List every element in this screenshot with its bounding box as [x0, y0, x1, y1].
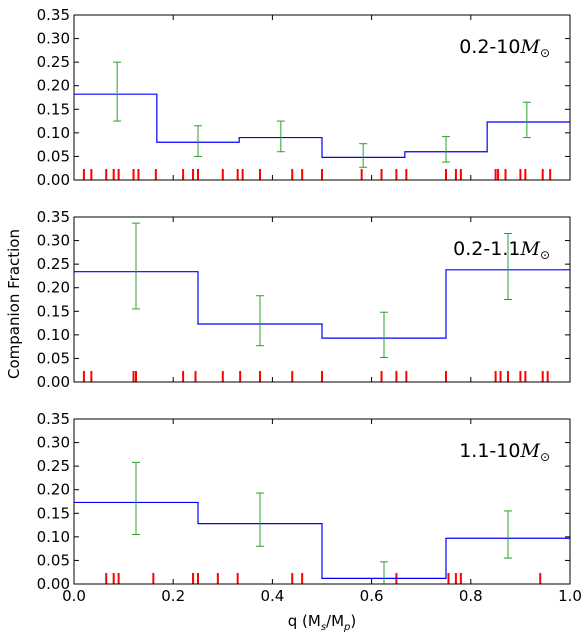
y-tick-label: 0.10: [37, 528, 70, 546]
x-tick-label: 0.4: [260, 587, 284, 605]
panel-mass-range-label: 1.1-10M⊙: [459, 440, 550, 464]
plot-frame: [73, 418, 571, 585]
y-tick-label: 0.20: [37, 481, 70, 499]
error-bar: [276, 120, 285, 153]
plot-frame: [73, 14, 571, 181]
panel-mass-range-label: 0.2-10M⊙: [459, 36, 550, 60]
y-tick-label: 0.35: [37, 410, 70, 428]
error-bar: [132, 461, 140, 535]
chart-panel-2: 0.00 0.05 0.10 0.15 0.20 0.25 0.30 0.35 0.2-1.1M…: [37, 208, 571, 391]
error-bar: [194, 125, 202, 157]
error-bar: [132, 222, 140, 310]
y-tick-label: 0.20: [37, 279, 70, 297]
y-tick-label: 0.30: [37, 434, 70, 452]
y-tick-label: 0.10: [37, 124, 70, 142]
x-tick-label: 1.0: [558, 587, 582, 605]
error-bar: [380, 561, 388, 585]
x-tick-label: 0.6: [360, 587, 384, 605]
x-tick-label: 0.8: [459, 587, 483, 605]
y-tick-label: 0.00: [37, 171, 70, 189]
error-bar: [504, 510, 512, 559]
y-tick-label: 0.30: [37, 232, 70, 250]
y-tick-label: 0.20: [37, 77, 70, 95]
plot-frame: [73, 216, 571, 383]
y-tick-label: 0.35: [37, 6, 70, 24]
y-axis-label: Companion Fraction: [5, 229, 23, 379]
y-tick-label: 0.15: [37, 302, 70, 320]
chart-panel-1: 0.00 0.05 0.10 0.15 0.20 0.25 0.30 0.35 0.2-10M⊙: [37, 6, 571, 189]
x-tick-label: 0.0: [62, 587, 86, 605]
y-tick-label: 0.25: [37, 53, 70, 71]
y-tick-label: 0.00: [37, 575, 70, 593]
y-tick-label: 0.35: [37, 208, 70, 226]
error-bar: [504, 233, 512, 300]
histogram-step-line: [74, 93, 570, 158]
y-tick-label: 0.05: [37, 349, 70, 367]
error-bar: [380, 311, 388, 358]
histogram-step-line: [74, 501, 570, 579]
error-bar: [442, 136, 450, 163]
y-tick-label: 0.05: [37, 147, 70, 165]
histogram-step-line: [74, 269, 570, 339]
y-tick-label: 0.00: [37, 373, 70, 391]
error-bar: [256, 492, 264, 547]
error-bar: [256, 295, 264, 347]
error-bar: [113, 61, 122, 122]
y-tick-label: 0.30: [37, 30, 70, 48]
chart-panel-3: 0.00 0.05 0.10 0.15 0.20 0.25 0.30 0.35 0.0 0.2 0.…: [37, 410, 582, 605]
y-tick-label: 0.05: [37, 551, 70, 569]
error-bar: [522, 101, 531, 139]
y-tick-label: 0.25: [37, 457, 70, 475]
error-bar: [359, 143, 368, 168]
x-axis-label: q (Ms/Mp): [288, 612, 357, 633]
x-tick-label: 0.2: [161, 587, 185, 605]
y-tick-label: 0.25: [37, 255, 70, 273]
y-tick-label: 0.15: [37, 504, 70, 522]
panel-mass-range-label: 0.2-1.1M⊙: [453, 238, 550, 262]
y-tick-label: 0.10: [37, 326, 70, 344]
y-tick-label: 0.15: [37, 100, 70, 118]
